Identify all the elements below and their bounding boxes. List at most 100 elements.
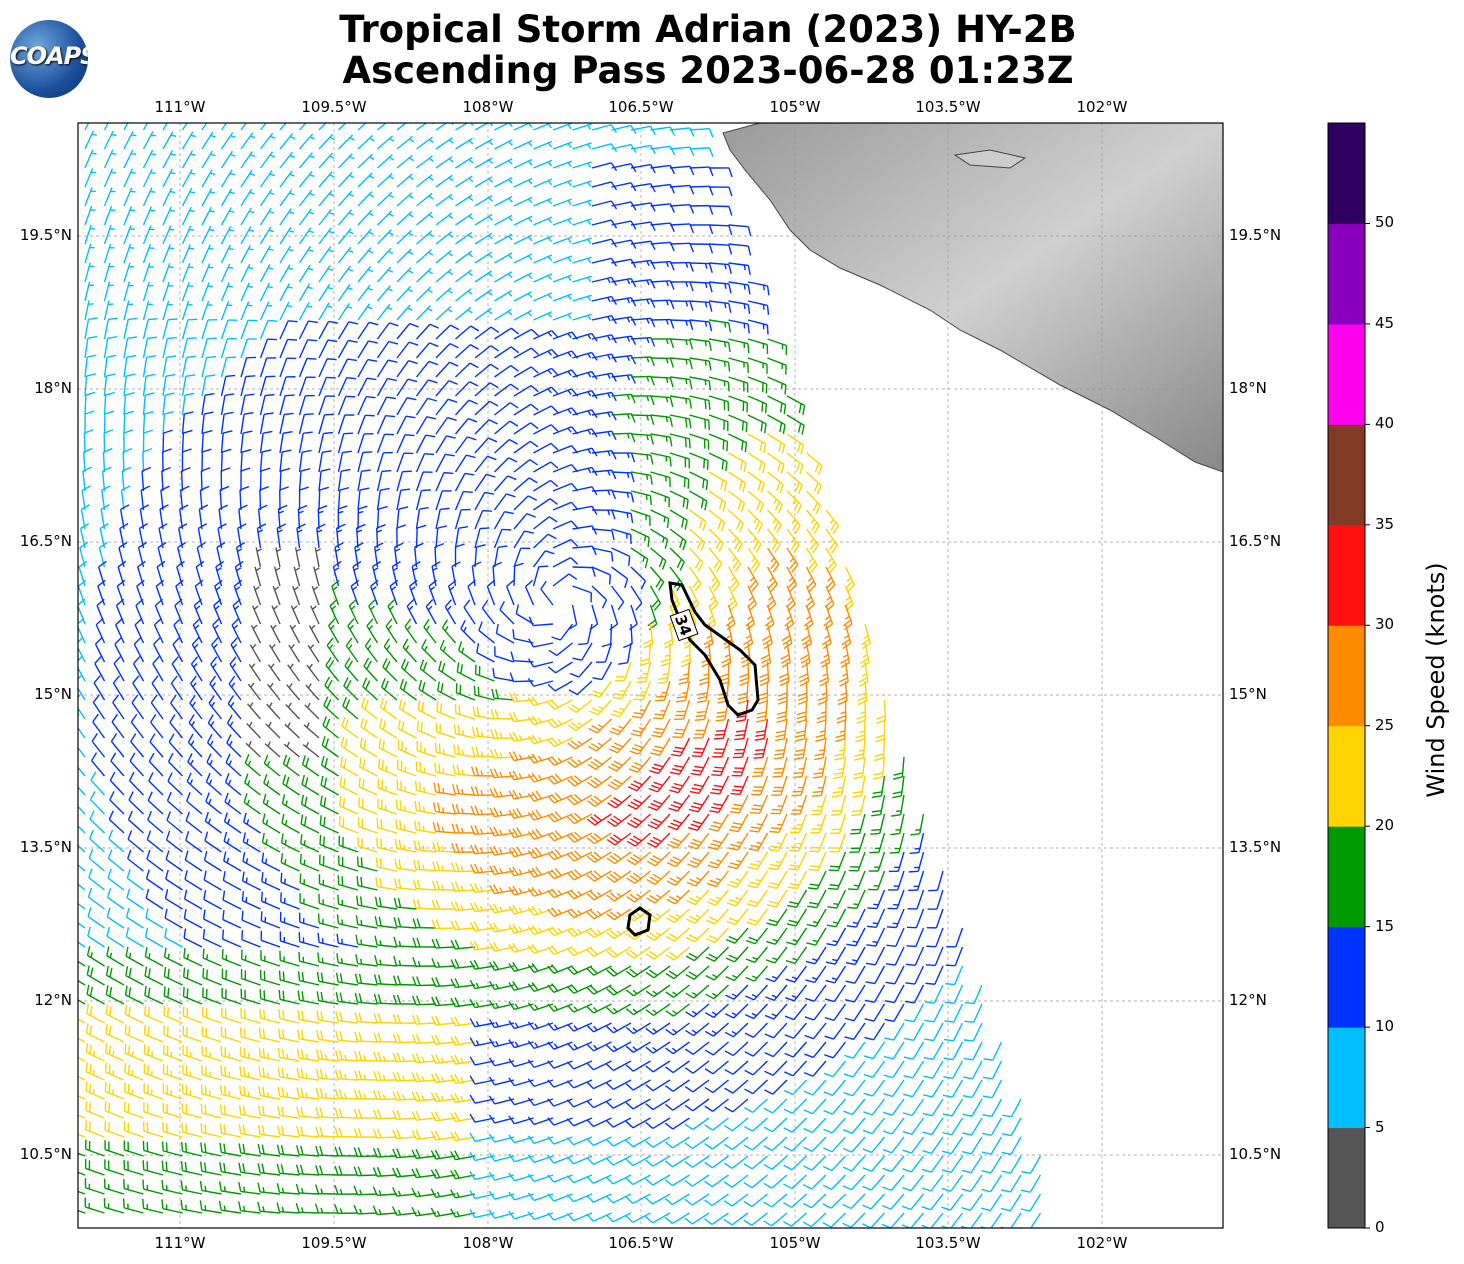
wind-barb bbox=[963, 1060, 983, 1080]
wind-barb bbox=[146, 849, 164, 872]
wind-barb bbox=[481, 599, 496, 625]
wind-barb bbox=[527, 905, 554, 916]
wind-barb bbox=[566, 1174, 593, 1184]
wind-barb bbox=[240, 356, 257, 378]
wind-barb bbox=[318, 874, 339, 891]
wind-barb bbox=[533, 498, 558, 511]
wind-barb bbox=[172, 636, 184, 663]
wind-barb bbox=[93, 675, 106, 701]
wind-barb bbox=[724, 1022, 749, 1038]
wind-barb bbox=[964, 1003, 983, 1023]
wind-barb bbox=[846, 908, 866, 928]
wind-barb bbox=[131, 694, 145, 720]
wind-barb bbox=[611, 452, 636, 463]
wind-barb bbox=[566, 984, 593, 994]
wind-barb bbox=[470, 805, 495, 816]
wind-barb bbox=[943, 1060, 964, 1080]
wind-barb bbox=[210, 656, 223, 682]
lat-label-left: 15°N bbox=[34, 685, 72, 703]
wind-barb bbox=[689, 395, 711, 410]
wind-barb bbox=[123, 1101, 144, 1119]
wind-barb bbox=[179, 485, 190, 511]
wind-barb bbox=[807, 889, 827, 909]
wind-barb bbox=[211, 637, 223, 663]
wind-barb bbox=[547, 1212, 573, 1221]
wind-barb bbox=[646, 851, 671, 867]
wind-barb bbox=[745, 965, 769, 982]
wind-barb bbox=[463, 599, 476, 625]
wind-barb bbox=[416, 249, 434, 264]
wind-barb bbox=[803, 1098, 827, 1115]
wind-barb bbox=[374, 916, 398, 929]
wind-barb bbox=[727, 851, 749, 870]
wind-barb bbox=[724, 1060, 749, 1075]
wind-barb bbox=[757, 680, 769, 705]
wind-barb bbox=[961, 1136, 983, 1155]
wind-barb bbox=[527, 828, 554, 840]
lon-label-bottom: 103.5°W bbox=[915, 1234, 981, 1252]
wind-barb bbox=[315, 1165, 339, 1176]
wind-barb bbox=[122, 1198, 144, 1214]
wind-barb bbox=[329, 598, 340, 625]
wind-barb bbox=[494, 346, 520, 359]
wind-barb bbox=[162, 410, 174, 435]
wind-barb bbox=[452, 764, 476, 777]
wind-barb bbox=[645, 1003, 671, 1016]
wind-barb bbox=[572, 428, 598, 438]
wind-barb bbox=[182, 986, 203, 1005]
wind-barb bbox=[630, 125, 656, 135]
wind-barb bbox=[786, 528, 800, 554]
wind-barb bbox=[152, 656, 164, 682]
wind-barb bbox=[540, 580, 554, 606]
wind-barb bbox=[669, 357, 693, 370]
wind-barb bbox=[783, 1136, 807, 1152]
wind-barb bbox=[334, 1204, 359, 1215]
wind-barb bbox=[104, 1101, 125, 1119]
wind-barb bbox=[435, 249, 454, 264]
wind-barb bbox=[843, 1079, 866, 1097]
wind-barb bbox=[566, 1079, 593, 1089]
wind-barb bbox=[454, 472, 475, 492]
wind-barb bbox=[415, 416, 437, 435]
wind-barb bbox=[669, 756, 691, 775]
wind-barb bbox=[89, 810, 105, 834]
wind-barb bbox=[786, 547, 799, 573]
wind-barb bbox=[686, 889, 710, 906]
wind-barb bbox=[396, 452, 414, 473]
colorbar-band bbox=[1328, 323, 1365, 425]
wind-barb bbox=[689, 452, 709, 470]
wind-barb bbox=[238, 1143, 261, 1157]
wind-barb bbox=[343, 677, 359, 701]
wind-barb bbox=[471, 746, 495, 758]
wind-barb bbox=[666, 851, 691, 868]
wind-barb bbox=[450, 920, 476, 931]
wind-barb bbox=[450, 1016, 476, 1027]
wind-barb bbox=[344, 657, 359, 682]
wind-barb bbox=[85, 1042, 105, 1062]
wind-barb bbox=[241, 949, 261, 967]
wind-barb bbox=[806, 908, 827, 928]
wind-barb bbox=[689, 433, 710, 450]
wind-barb bbox=[335, 1050, 359, 1062]
wind-barb bbox=[78, 636, 86, 663]
wind-barb bbox=[373, 1090, 398, 1101]
wind-barb bbox=[431, 958, 456, 968]
wind-barb bbox=[258, 1105, 281, 1119]
wind-barb bbox=[182, 967, 203, 986]
wind-barb bbox=[476, 643, 495, 663]
wind-barb bbox=[785, 946, 808, 965]
wind-barb bbox=[533, 235, 553, 245]
wind-barb bbox=[259, 170, 275, 188]
wind-barb bbox=[320, 755, 339, 777]
wind-barb bbox=[292, 585, 301, 606]
wind-barb bbox=[78, 598, 86, 625]
wind-barb bbox=[142, 206, 156, 226]
wind-barb bbox=[763, 1098, 788, 1114]
wind-barb bbox=[215, 560, 225, 587]
wind-barb bbox=[754, 718, 769, 741]
wind-barb bbox=[513, 196, 533, 207]
wind-barb bbox=[981, 1174, 1003, 1193]
wind-barb bbox=[767, 376, 787, 395]
wind-barb bbox=[224, 773, 242, 796]
wind-barb bbox=[318, 486, 330, 511]
